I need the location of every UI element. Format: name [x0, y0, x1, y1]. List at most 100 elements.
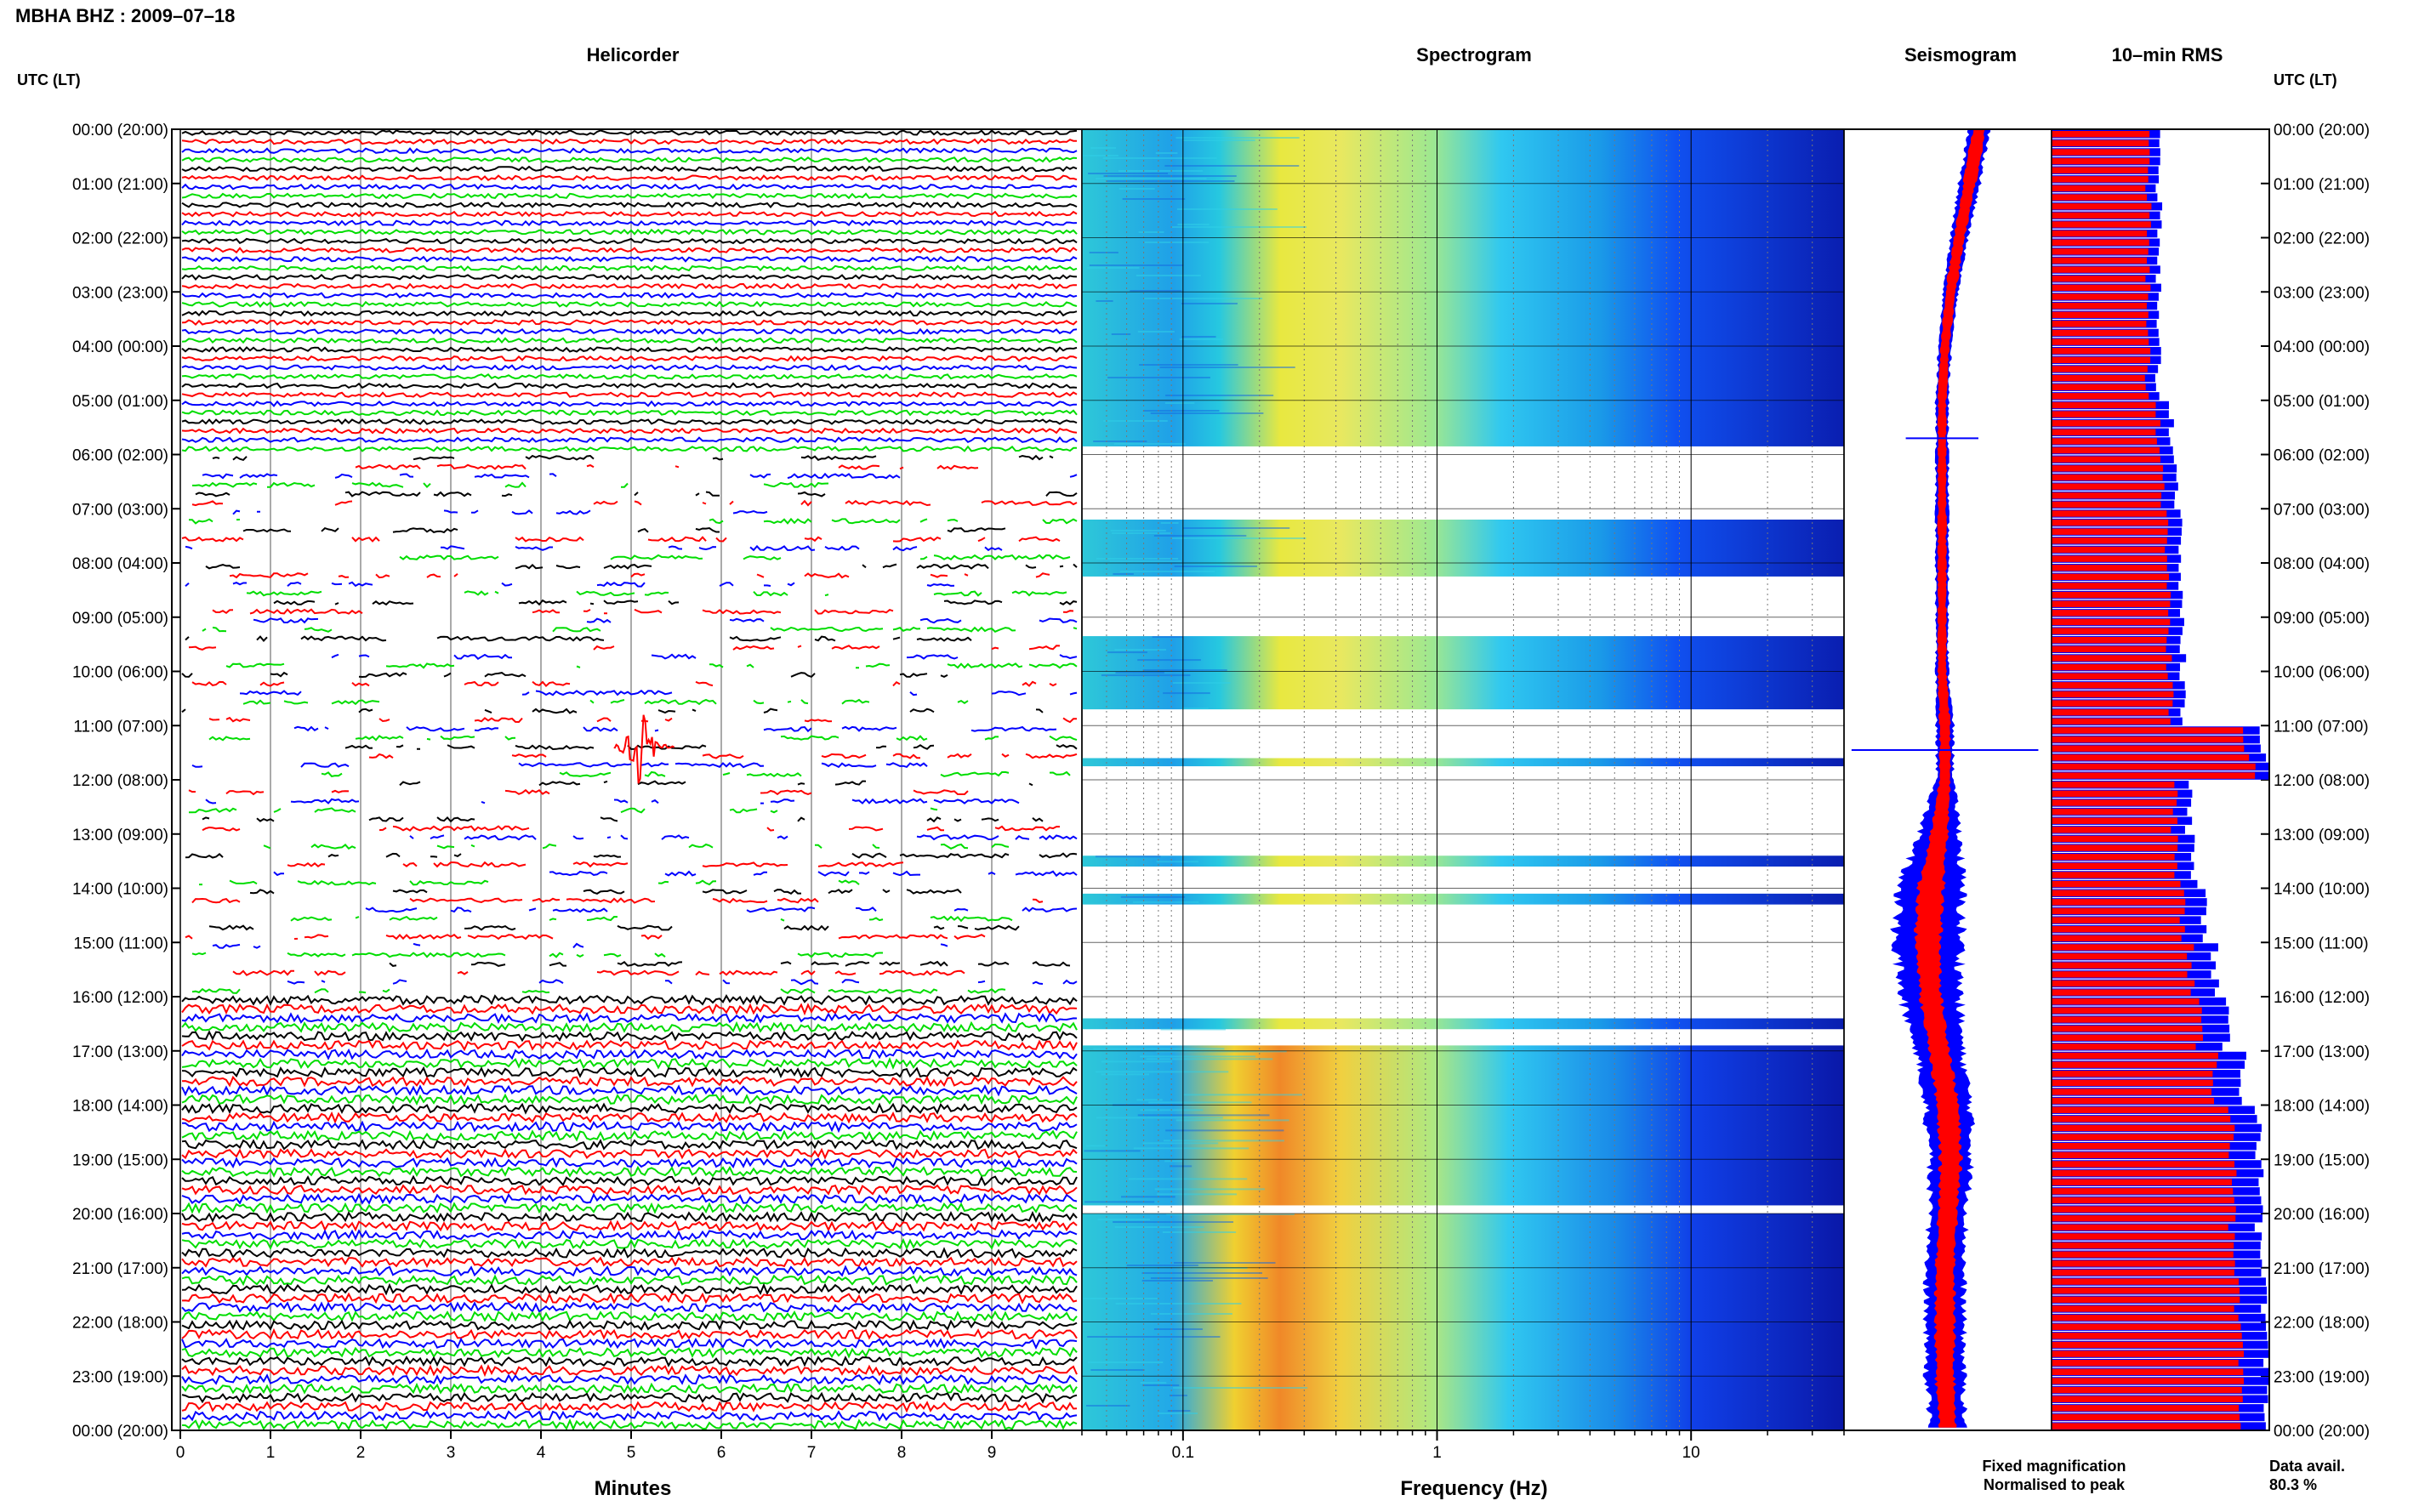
main-frame — [171, 128, 2270, 1431]
spectrogram-panel — [1081, 128, 1845, 1431]
helicorder-trace — [181, 219, 1078, 227]
time-label-right: 09:00 (05:00) — [2274, 610, 2370, 628]
rms-bar-normalised — [2052, 420, 2161, 427]
rms-bar-normalised — [2052, 401, 2156, 409]
helicorder-trace — [205, 798, 1020, 804]
data-avail-label: Data avail. — [2269, 1458, 2345, 1475]
utc-label-left: UTC (LT) — [17, 71, 81, 88]
helicorder-trace — [181, 1192, 1078, 1205]
rms-bar-normalised — [2052, 962, 2192, 969]
rms-bar-normalised — [2052, 1360, 2239, 1367]
helicorder-trace — [290, 915, 1013, 923]
helicorder-trace — [181, 228, 1078, 236]
helicorder-trace — [202, 472, 1078, 480]
helicorder-trace — [181, 400, 1078, 407]
rms-bar-normalised — [2052, 880, 2181, 888]
helicorder-trace — [181, 165, 1078, 173]
time-label-right: 21:00 (17:00) — [2274, 1260, 2370, 1278]
helicorder-trace — [181, 1057, 1078, 1070]
rms-bar-normalised — [2052, 1423, 2241, 1430]
helicorder-trace — [181, 1327, 1078, 1341]
helicorder-trace — [181, 1102, 1078, 1115]
rms-bar-normalised — [2052, 329, 2149, 337]
rms-bar-normalised — [2052, 1206, 2236, 1213]
time-label-right: 05:00 (01:00) — [2274, 393, 2370, 411]
helicorder-trace — [181, 292, 1078, 299]
rms-bar-normalised — [2052, 591, 2171, 599]
rms-bar-normalised — [2052, 546, 2166, 554]
rms-bar-normalised — [2052, 583, 2167, 589]
spectrogram-segment — [1082, 893, 1844, 905]
time-label-right: 20:00 (16:00) — [2274, 1206, 2370, 1224]
helicorder-trace — [188, 645, 1061, 651]
time-label-right: 04:00 (00:00) — [2274, 338, 2370, 356]
helicorder-trace — [181, 247, 1078, 254]
helicorder-panel — [179, 128, 1083, 1431]
time-label-left: 14:00 (10:00) — [72, 881, 168, 899]
helicorder-trace — [181, 436, 1078, 444]
helicorder-trace — [293, 725, 1057, 733]
helicorder-trace — [232, 509, 768, 515]
helicorder-trace — [185, 581, 955, 588]
minute-tick-label: 8 — [897, 1444, 907, 1462]
helicorder-trace — [181, 1274, 1078, 1287]
helicorder-trace — [225, 662, 1078, 669]
minutes-axis-label: Minutes — [595, 1477, 672, 1500]
helicorder-trace — [181, 1111, 1078, 1124]
seismogram-normalised-band — [1914, 129, 1985, 1428]
rms-bar-normalised — [2052, 998, 2200, 1005]
rms-bar-normalised — [2052, 718, 2171, 725]
helicorder-trace — [181, 671, 948, 679]
rms-bar-normalised — [2052, 1016, 2202, 1023]
rms-bar-normalised — [2052, 637, 2167, 644]
time-label-right: 01:00 (21:00) — [2274, 176, 2370, 194]
rms-bar-normalised — [2052, 772, 2256, 779]
helicorder-trace — [181, 1310, 1078, 1322]
helicorder-trace — [181, 274, 1078, 281]
helicorder-trace — [181, 1301, 1078, 1314]
rms-bar-normalised — [2052, 446, 2160, 454]
helicorder-trace — [263, 843, 1010, 850]
rms-bar-normalised — [2052, 655, 2172, 662]
minute-tick-label: 4 — [537, 1444, 546, 1462]
helicorder-trace — [181, 391, 1078, 398]
helicorder-trace — [242, 526, 1006, 534]
time-label-right: 03:00 (23:00) — [2274, 284, 2370, 302]
seismogram-panel — [1843, 128, 2052, 1431]
rms-bar-normalised — [2052, 907, 2185, 915]
helicorder-trace — [181, 1382, 1078, 1395]
helicorder-trace — [368, 753, 1078, 759]
rms-bar-normalised — [2052, 1314, 2239, 1322]
rms-bar-normalised — [2052, 1333, 2242, 1339]
time-label-left: 03:00 (23:00) — [72, 284, 168, 302]
rms-bar-normalised — [2052, 139, 2149, 147]
helicorder-trace — [181, 1084, 1078, 1097]
spectrogram-segment — [1082, 1018, 1844, 1030]
spectrogram-segment — [1082, 1045, 1844, 1206]
helicorder-trace — [202, 626, 1078, 633]
minute-tick-label: 1 — [266, 1444, 276, 1462]
helicorder-trace — [181, 355, 1078, 362]
rms-bar-normalised — [2052, 1350, 2245, 1357]
rms-bar-normalised — [2052, 600, 2171, 607]
rms-bar-normalised — [2052, 1025, 2203, 1032]
rms-bar-normalised — [2052, 1269, 2234, 1276]
helicorder-trace — [185, 544, 1003, 552]
rms-bar-normalised — [2052, 682, 2173, 689]
helicorder-trace — [181, 536, 1061, 543]
rms-bar-normalised — [2052, 1278, 2240, 1285]
rms-bar-normalised — [2052, 754, 2250, 761]
time-label-left: 23:00 (19:00) — [72, 1368, 168, 1386]
helicorder-trace — [181, 1075, 1078, 1088]
seismogram-title: Seismogram — [1904, 44, 2017, 65]
time-label-right: 14:00 (10:00) — [2274, 881, 2370, 899]
helicorder-trace — [181, 1147, 1078, 1160]
helicorder-trace — [181, 201, 1078, 209]
rms-bar-normalised — [2052, 284, 2151, 292]
rms-bar-normalised — [2052, 1323, 2241, 1330]
helicorder-trace — [181, 282, 1078, 290]
helicorder-trace — [188, 807, 938, 814]
helicorder-trace — [181, 1048, 1078, 1060]
helicorder-trace — [181, 1265, 1078, 1277]
helicorder-trace — [181, 1401, 1078, 1413]
